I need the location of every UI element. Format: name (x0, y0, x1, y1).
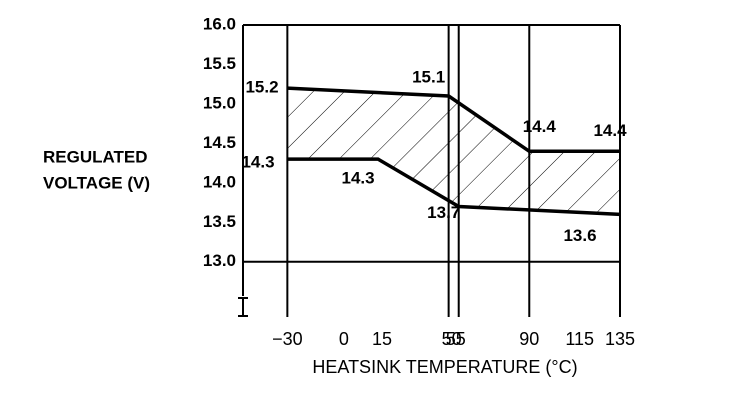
x-tick-label: 15 (372, 329, 392, 349)
x-axis-label: HEATSINK TEMPERATURE (°C) (312, 357, 577, 377)
y-tick-label: 13.0 (203, 251, 236, 270)
y-tick-label: 16.0 (203, 14, 236, 33)
data-label: 13.6 (563, 226, 596, 245)
data-label: 14.4 (523, 117, 557, 136)
data-label: 15.1 (412, 68, 445, 87)
y-axis-label: REGULATED (43, 147, 148, 166)
data-label: 15.2 (245, 78, 278, 97)
data-label: 14.4 (593, 121, 627, 140)
data-line (287, 157, 621, 217)
y-tick-label: 14.5 (203, 133, 236, 152)
data-label: 14.3 (241, 153, 274, 172)
data-line (287, 86, 620, 154)
x-tick-label: 55 (446, 329, 466, 349)
x-tick-label: 135 (605, 329, 635, 349)
data-label: 14.3 (342, 169, 375, 188)
hatched-band (287, 88, 620, 215)
y-tick-label: 15.0 (203, 93, 236, 112)
y-tick-label: 13.5 (203, 212, 236, 231)
x-tick-label: 115 (565, 329, 594, 349)
y-axis-label: VOLTAGE (V) (43, 173, 150, 192)
y-tick-label: 14.0 (203, 172, 236, 191)
x-tick-label: −30 (272, 329, 303, 349)
y-tick-label: 15.5 (203, 54, 236, 73)
x-tick-label: 50 (442, 329, 462, 349)
x-tick-label: 90 (519, 329, 539, 349)
x-tick-label: 0 (339, 329, 349, 349)
data-label: 13.7 (427, 203, 460, 222)
